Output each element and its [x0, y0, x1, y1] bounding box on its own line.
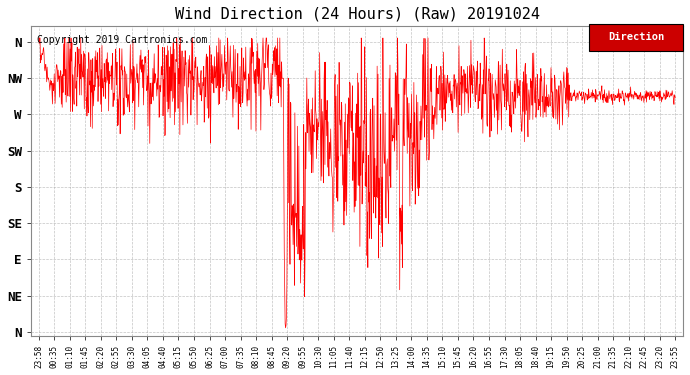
Title: Wind Direction (24 Hours) (Raw) 20191024: Wind Direction (24 Hours) (Raw) 20191024: [175, 7, 540, 22]
Text: Copyright 2019 Cartronics.com: Copyright 2019 Cartronics.com: [37, 35, 208, 45]
Text: Direction: Direction: [608, 32, 664, 42]
FancyBboxPatch shape: [589, 24, 683, 51]
